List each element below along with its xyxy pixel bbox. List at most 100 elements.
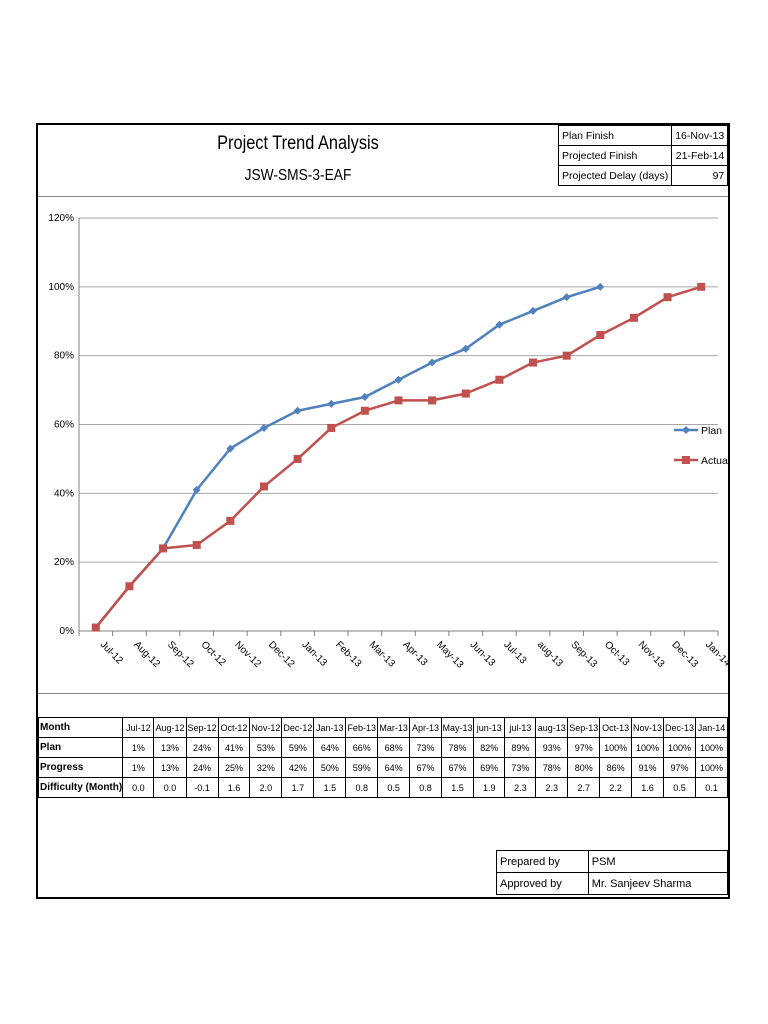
y-tick-label: 80% (54, 351, 74, 362)
table-cell: 86% (599, 757, 632, 778)
table-cell: 0.1 (695, 777, 728, 798)
summary-label: Projected Finish (557, 145, 673, 166)
x-tick-label: Jan-13 (299, 639, 329, 669)
x-tick-label: Apr-13 (400, 639, 429, 668)
data-point-plan (529, 306, 538, 315)
data-point-plan (226, 444, 235, 453)
report-sheet: Project Trend Analysis JSW-SMS-3-EAF Pla… (36, 123, 730, 899)
signoff-row: Approved by Mr. Sanjeev Sharma (496, 872, 729, 895)
data-point-plan (327, 399, 336, 408)
x-tick-label: May-13 (434, 639, 466, 671)
data-point-actual (91, 623, 100, 632)
data-point-actual (461, 389, 470, 398)
table-month-header: Jul-12 (122, 717, 155, 738)
summary-row: Projected Finish 21-Feb-14 (557, 145, 729, 166)
legend-marker-actual (682, 456, 690, 464)
table-month-header: Mar-13 (377, 717, 411, 738)
summary-value: 21-Feb-14 (671, 145, 729, 166)
summary-row: Plan Finish 16-Nov-13 (557, 125, 729, 146)
table-cell: 41% (217, 737, 251, 758)
table-cell: 64% (313, 737, 347, 758)
legend-label-plan: Plan (701, 425, 722, 437)
table-month-header: Jan-13 (313, 717, 347, 738)
data-point-plan (596, 282, 605, 291)
y-tick-label: 40% (54, 488, 74, 499)
table-month-header: May-13 (440, 717, 475, 738)
table-cell: 0.8 (345, 777, 379, 798)
summary-value: 16-Nov-13 (671, 125, 729, 146)
table-cell: 1.5 (440, 777, 475, 798)
legend-marker-plan (682, 426, 690, 434)
table-month-header: Oct-12 (217, 717, 251, 738)
table-cell: 1% (122, 737, 155, 758)
data-point-actual (562, 351, 571, 360)
table-cell: 82% (473, 737, 506, 758)
table-month-header: Jan-14 (695, 717, 728, 738)
series-line-plan (94, 285, 601, 629)
data-point-actual (596, 331, 605, 340)
signoff-table: Prepared by PSM Approved by Mr. Sanjeev … (496, 850, 729, 895)
data-point-actual (663, 293, 672, 302)
data-point-plan (293, 406, 302, 415)
report-title: Project Trend Analysis (217, 133, 379, 154)
summary-table: Plan Finish 16-Nov-13 Projected Finish 2… (557, 125, 729, 186)
table-cell: 97% (662, 757, 697, 778)
table-month-header: Dec-13 (662, 717, 697, 738)
signoff-value: PSM (587, 850, 729, 873)
table-cell: 13% (153, 737, 187, 758)
data-point-actual (529, 358, 538, 367)
x-tick-label: Sep-12 (165, 639, 196, 670)
table-month-header: Apr-13 (409, 717, 442, 738)
x-tick-label: Dec-12 (266, 639, 297, 670)
table-row-label: Plan (37, 737, 124, 758)
table-row: Difficulty (Month) 0.0 0.0 -0.1 1.6 2.0 1.7 1.5… (37, 777, 728, 798)
data-point-actual (394, 396, 403, 405)
table-cell: 0.0 (122, 777, 155, 798)
table-cell: 91% (630, 757, 665, 778)
table-cell: 53% (249, 737, 283, 758)
table-month-header: Sep-13 (567, 717, 601, 738)
data-point-actual (495, 375, 504, 384)
data-point-plan (394, 375, 403, 384)
table-cell: 32% (249, 757, 283, 778)
table-cell: 100% (630, 737, 665, 758)
table-cell: 100% (695, 737, 728, 758)
table-cell: -0.1 (185, 777, 219, 798)
table-header-row: Month Jul-12 Aug-12 Sep-12 Oct-12 Nov-12 Dec-1… (37, 717, 728, 738)
data-point-plan (461, 344, 470, 353)
data-point-actual (192, 540, 201, 549)
table-cell: 1% (122, 757, 155, 778)
table-cell: 89% (504, 737, 537, 758)
table-month-header: Oct-13 (599, 717, 632, 738)
y-tick-label: 100% (48, 282, 74, 293)
table-month-header: Sep-12 (185, 717, 219, 738)
table-cell: 2.3 (504, 777, 537, 798)
data-point-actual (159, 544, 168, 553)
table-month-header: Nov-13 (630, 717, 665, 738)
table-cell: 42% (281, 757, 315, 778)
table-cell: 80% (567, 757, 601, 778)
x-tick-label: Oct-13 (602, 639, 631, 668)
x-tick-label: Sep-13 (569, 639, 600, 670)
table-cell: 69% (473, 757, 506, 778)
table-cell: 1.5 (313, 777, 347, 798)
table-cell: 24% (185, 757, 219, 778)
table-cell: 68% (377, 737, 411, 758)
data-point-actual (226, 516, 235, 525)
table-cell: 0.5 (662, 777, 697, 798)
table-month-header: Aug-12 (153, 717, 187, 738)
summary-row: Projected Delay (days) 97 (557, 165, 729, 186)
table-cell: 64% (377, 757, 411, 778)
table-cell: 0.0 (153, 777, 187, 798)
x-tick-label: Oct-12 (199, 639, 228, 668)
table-cell: 59% (281, 737, 315, 758)
table-cell: 100% (662, 737, 697, 758)
table-cell: 73% (504, 757, 537, 778)
table-month-header: Nov-12 (249, 717, 283, 738)
table-cell: 2.2 (599, 777, 632, 798)
table-cell: 50% (313, 757, 347, 778)
table-cell: 78% (440, 737, 475, 758)
series-line-actual (94, 285, 702, 629)
table-cell: 66% (345, 737, 379, 758)
table-cell: 24% (185, 737, 219, 758)
